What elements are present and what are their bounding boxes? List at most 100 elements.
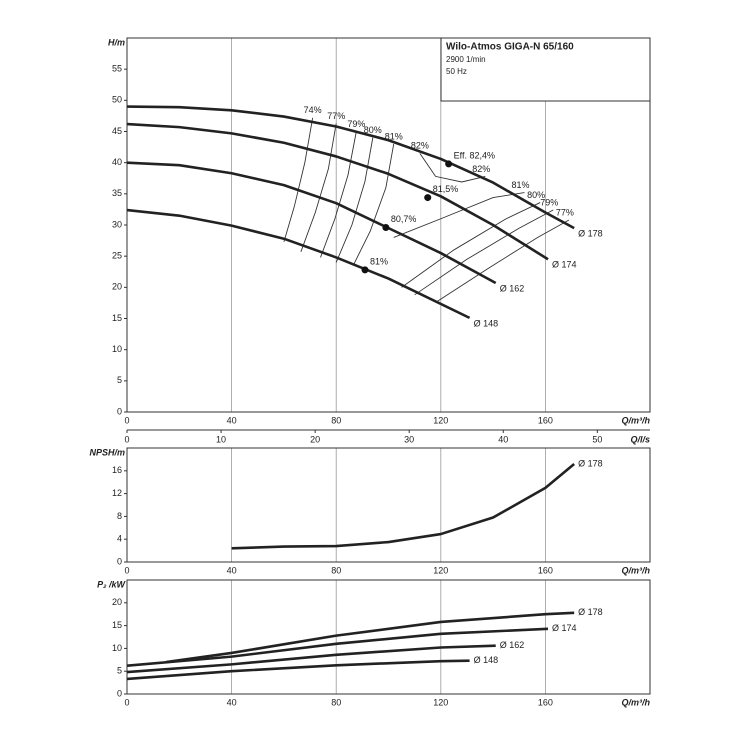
x-tick-label: 120 [433,415,448,425]
x-tick-label: 0 [124,565,129,575]
x-tick-label: 160 [538,415,553,425]
info-title: Wilo-Atmos GIGA-N 65/160 [446,42,574,53]
y-tick-label: 25 [112,251,122,261]
x2-tick-label: 30 [404,434,414,444]
curve [126,659,470,681]
y-tick-label: 20 [112,282,122,292]
plot-frame [126,37,651,413]
y-tick-label: 5 [117,666,122,676]
point-label: 81% [370,256,388,266]
y-tick-label: 45 [112,126,122,136]
plot-frame [126,579,651,695]
x-axis-label: Q/m³/h [622,415,651,425]
efficiency-label: 81% [511,180,529,190]
y-tick-label: 15 [112,620,122,630]
x2-tick-label: 10 [216,434,226,444]
x2-tick-label: 0 [124,434,129,444]
curve-label: Ø 148 [474,655,499,665]
y-tick-label: 10 [112,643,122,653]
y-tick-label: 55 [112,64,122,74]
y-tick-label: 50 [112,95,122,105]
curve [126,627,549,668]
y-axis-label: NPSH/m [89,447,125,457]
x-tick-label: 40 [227,697,237,707]
efficiency-label: 80% [527,190,545,200]
y-tick-label: 10 [112,344,122,354]
efficiency-point [382,223,390,231]
efficiency-point [361,266,369,274]
x-axis-label: Q/m³/h [622,565,651,575]
efficiency-label: 80% [364,125,382,135]
efficiency-line [300,123,337,252]
curve-label: Ø 162 [500,283,525,293]
y-tick-label: 0 [117,556,122,566]
curve [126,208,471,320]
y-axis-label: H/m [108,37,125,47]
x-tick-label: 0 [124,697,129,707]
curve-label: Ø 162 [500,640,525,650]
curve-label: Ø 178 [578,228,603,238]
efficiency-label: 79% [540,197,558,207]
curve-label: Ø 174 [552,260,577,270]
y-tick-label: 8 [117,511,122,521]
info-box [440,37,651,102]
curve [126,105,575,230]
efficiency-label: 77% [327,111,345,121]
x-tick-label: 120 [433,697,448,707]
curve-label: Ø 178 [578,607,603,617]
x-tick-label: 80 [331,565,341,575]
y-tick-label: 0 [117,406,122,416]
x-axis-label: Q/m³/h [622,697,651,707]
x-tick-label: 120 [433,565,448,575]
y-tick-label: 0 [117,688,122,698]
x-tick-label: 80 [331,415,341,425]
y-tick-label: 20 [112,597,122,607]
x-tick-label: 160 [538,697,553,707]
efficiency-line [335,137,374,263]
curve-label: Ø 148 [474,318,499,328]
efficiency-line [320,131,357,258]
y-tick-label: 35 [112,188,122,198]
curve-label: Ø 174 [552,623,577,633]
x-tick-label: 0 [124,415,129,425]
efficiency-label: 74% [304,105,322,115]
curve [126,161,497,285]
efficiency-label: 77% [556,207,574,217]
efficiency-line [401,202,541,288]
y-tick-label: 40 [112,157,122,167]
efficiency-line [393,192,525,238]
info-line: 2900 1/min [446,55,486,64]
efficiency-line [352,143,395,266]
x-tick-label: 160 [538,565,553,575]
y-tick-label: 4 [117,534,122,544]
efficiency-label: 81% [385,131,403,141]
curve [126,122,549,261]
efficiency-line [283,117,314,242]
point-label: 80,7% [391,214,417,224]
point-label: 81,5% [433,184,459,194]
x2-tick-label: 50 [592,434,602,444]
curve [126,644,496,674]
x2-tick-label: 40 [498,434,508,444]
efficiency-line [436,219,570,303]
plot-frame [126,447,651,563]
y-tick-label: 16 [112,465,122,475]
y-axis-label: P₂ /kW [97,579,126,589]
x2-tick-label: 20 [310,434,320,444]
efficiency-label: 82% [411,141,429,151]
x-tick-label: 80 [331,697,341,707]
efficiency-label: 79% [347,119,365,129]
y-tick-label: 30 [112,219,122,229]
point-label: Eff. 82,4% [454,150,495,160]
efficiency-point [445,160,453,168]
curve [166,611,575,664]
efficiency-point [424,194,432,202]
x-tick-label: 40 [227,565,237,575]
curve-label: Ø 178 [578,458,603,468]
y-tick-label: 15 [112,313,122,323]
y-tick-label: 12 [112,488,122,498]
efficiency-line [414,209,554,296]
info-line: 50 Hz [446,67,467,76]
y-tick-label: 5 [117,375,122,385]
